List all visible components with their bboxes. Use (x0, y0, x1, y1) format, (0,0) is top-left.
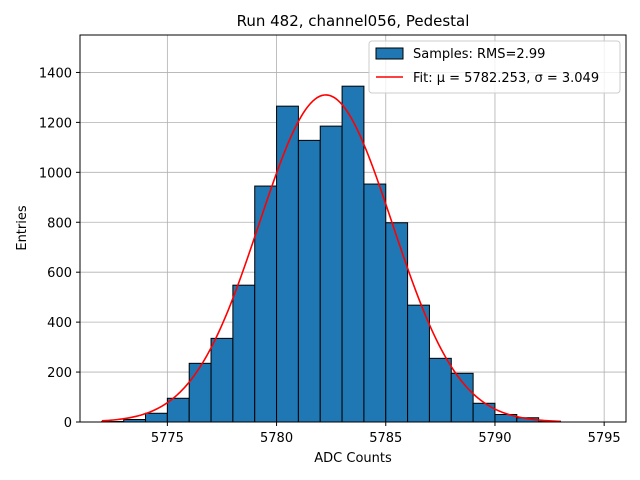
histogram-bar (407, 304, 430, 423)
y-tick-label: 600 (47, 266, 72, 281)
fit-curve (101, 94, 561, 423)
histogram-bar (166, 397, 190, 423)
y-axis-ticks: 0 200 400 600 800 1000 1200 1400 (39, 66, 80, 431)
y-tick-label: 800 (47, 216, 72, 231)
y-tick-label: 1400 (39, 66, 72, 81)
x-axis-label: ADC Counts (314, 451, 392, 466)
x-axis-ticks: 5775 5780 5785 5790 5795 (151, 422, 621, 446)
chart-title: Run 482, channel056, Pedestal (237, 12, 470, 30)
x-tick-label: 5790 (478, 431, 511, 446)
y-tick-label: 400 (47, 316, 72, 331)
x-tick-label: 5795 (588, 431, 621, 446)
histogram-bar (276, 105, 299, 423)
y-tick-label: 1000 (39, 166, 72, 181)
y-tick-label: 1200 (39, 116, 72, 131)
legend-samples-label: Samples: RMS=2.99 (413, 47, 545, 62)
histogram-bar (210, 337, 234, 423)
histogram-bar (297, 139, 321, 423)
x-tick-label: 5785 (369, 431, 402, 446)
y-tick-label: 0 (64, 416, 72, 431)
histogram-bar (472, 402, 496, 423)
y-tick-label: 200 (47, 366, 72, 381)
legend: Samples: RMS=2.99 Fit: μ = 5782.253, σ =… (368, 40, 621, 94)
legend-fit-label: Fit: μ = 5782.253, σ = 3.049 (413, 71, 599, 86)
x-tick-label: 5775 (151, 431, 184, 446)
legend-box (368, 40, 621, 94)
histogram-bar (450, 372, 474, 423)
histogram-bar (188, 362, 212, 423)
histogram-bar (145, 412, 168, 423)
histogram-bar (363, 183, 387, 423)
histogram-bar (232, 284, 256, 423)
y-axis-label: Entries (15, 205, 30, 251)
legend-samples-swatch (375, 47, 404, 60)
histogram-bar (385, 222, 409, 423)
x-tick-label: 5780 (260, 431, 293, 446)
plot-frame (79, 34, 627, 423)
histogram-bar (428, 357, 452, 423)
histogram-bar (319, 125, 343, 423)
histogram-bar (254, 185, 278, 423)
